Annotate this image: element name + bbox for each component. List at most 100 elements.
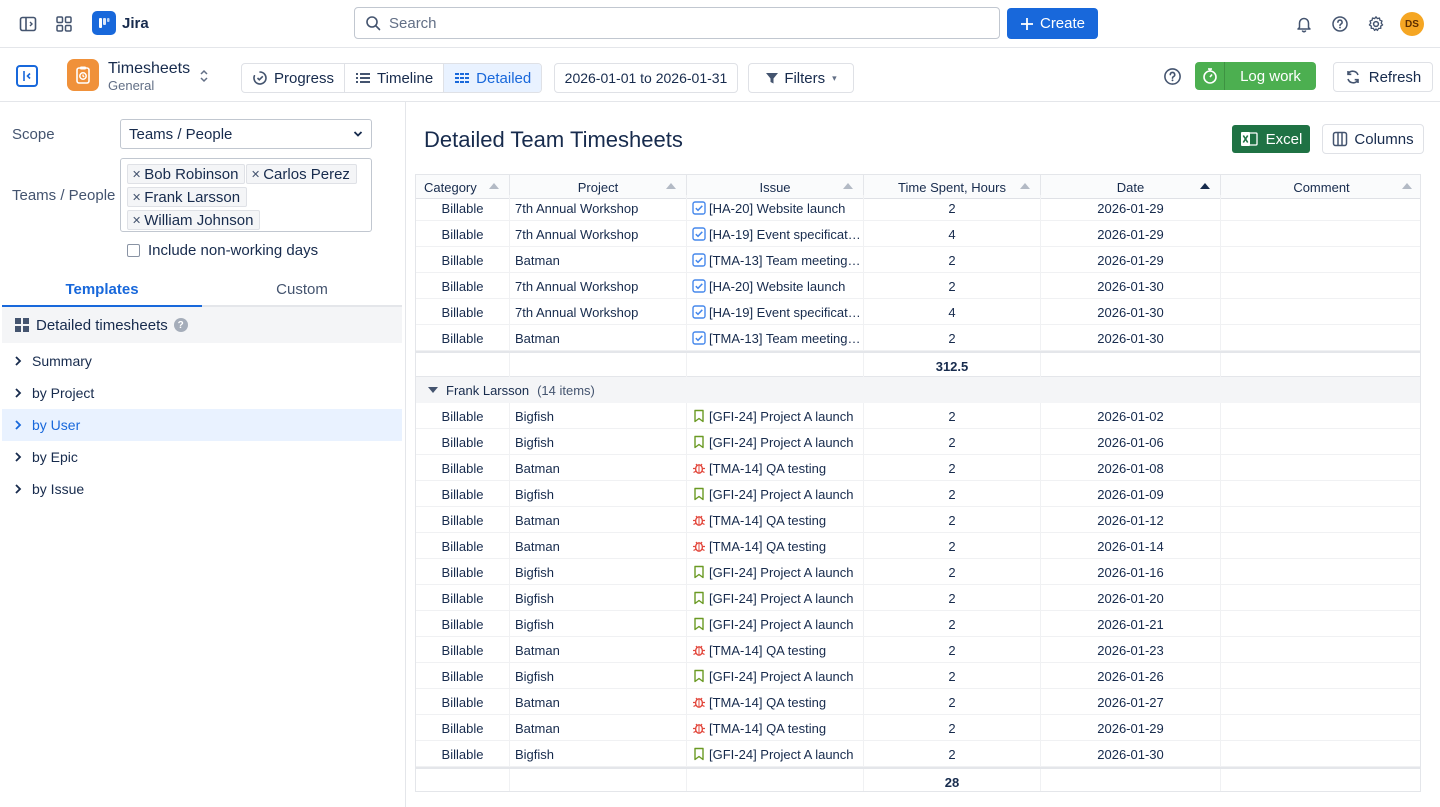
- issue-cell[interactable]: [TMA-13] Team meeting ...: [687, 247, 864, 273]
- issue-link[interactable]: [TMA-14] QA testing: [709, 539, 826, 554]
- issue-cell[interactable]: [TMA-14] QA testing: [687, 533, 864, 559]
- table-row[interactable]: Billable Bigfish [GFI-24] Project A launch…: [416, 481, 1421, 507]
- table-row[interactable]: Billable Bigfish [GFI-24] Project A launch…: [416, 741, 1421, 767]
- issue-cell[interactable]: [TMA-13] Team meeting ...: [687, 325, 864, 351]
- issue-link[interactable]: [GFI-24] Project A launch: [709, 409, 854, 424]
- group-row[interactable]: Frank Larsson (14 items): [416, 377, 1421, 403]
- issue-cell[interactable]: [TMA-14] QA testing: [687, 507, 864, 533]
- remove-icon[interactable]: ✕: [132, 168, 141, 181]
- table-row[interactable]: Billable Batman [TMA-14] QA testing 2 2026-0…: [416, 637, 1421, 663]
- expand-caret-icon[interactable]: [428, 387, 438, 393]
- table-row[interactable]: Billable Batman [TMA-14] QA testing 2 2026-0…: [416, 715, 1421, 741]
- app-switch-chevron-icon[interactable]: [198, 68, 210, 84]
- issue-link[interactable]: [GFI-24] Project A launch: [709, 435, 854, 450]
- refresh-button[interactable]: Refresh: [1333, 62, 1433, 92]
- person-chip[interactable]: ✕ Bob Robinson: [127, 164, 245, 184]
- person-chip[interactable]: ✕ William Johnson: [127, 210, 260, 230]
- filters-button[interactable]: Filters ▾: [748, 63, 854, 93]
- help-icon[interactable]: [1328, 12, 1352, 36]
- person-chip[interactable]: ✕ Frank Larsson: [127, 187, 247, 207]
- settings-gear-icon[interactable]: [1364, 12, 1388, 36]
- table-row[interactable]: Billable Batman [TMA-14] QA testing 2 2026-0…: [416, 689, 1421, 715]
- app-switcher-icon[interactable]: [52, 12, 76, 36]
- issue-link[interactable]: [TMA-14] QA testing: [709, 721, 826, 736]
- tab-detailed[interactable]: Detailed: [444, 64, 541, 92]
- issue-cell[interactable]: [GFI-24] Project A launch: [687, 663, 864, 689]
- issue-link[interactable]: [HA-19] Event specificati...: [709, 305, 861, 320]
- remove-icon[interactable]: ✕: [132, 191, 141, 204]
- issue-cell[interactable]: [TMA-14] QA testing: [687, 637, 864, 663]
- issue-cell[interactable]: [GFI-24] Project A launch: [687, 559, 864, 585]
- people-multiselect[interactable]: ✕ Bob Robinson ✕ Carlos Perez ✕ Frank Larss…: [120, 158, 372, 232]
- issue-cell[interactable]: [GFI-24] Project A launch: [687, 611, 864, 637]
- issue-cell[interactable]: [HA-20] Website launch: [687, 195, 864, 221]
- remove-icon[interactable]: ✕: [251, 168, 260, 181]
- issue-cell[interactable]: [HA-19] Event specificati...: [687, 221, 864, 247]
- issue-link[interactable]: [TMA-13] Team meeting ...: [709, 253, 861, 268]
- table-row[interactable]: Billable Batman [TMA-14] QA testing 2 2026-0…: [416, 533, 1421, 559]
- issue-link[interactable]: [GFI-24] Project A launch: [709, 591, 854, 606]
- tab-custom[interactable]: Custom: [202, 274, 402, 305]
- issue-cell[interactable]: [GFI-24] Project A launch: [687, 741, 864, 767]
- include-nonworking-row[interactable]: Include non-working days: [127, 242, 318, 259]
- tree-item-by-issue[interactable]: by Issue: [2, 473, 402, 505]
- issue-cell[interactable]: [TMA-14] QA testing: [687, 455, 864, 481]
- issue-cell[interactable]: [GFI-24] Project A launch: [687, 481, 864, 507]
- user-avatar[interactable]: DS: [1400, 12, 1424, 36]
- info-icon[interactable]: ?: [174, 318, 188, 332]
- issue-link[interactable]: [TMA-14] QA testing: [709, 643, 826, 658]
- jira-logo-icon[interactable]: [92, 11, 116, 35]
- table-row[interactable]: Billable Bigfish [GFI-24] Project A launch…: [416, 403, 1421, 429]
- tab-progress[interactable]: Progress: [242, 64, 345, 92]
- search-field[interactable]: [354, 7, 1000, 39]
- issue-link[interactable]: [TMA-14] QA testing: [709, 461, 826, 476]
- table-row[interactable]: Billable 7th Annual Workshop [HA-19] Event…: [416, 299, 1421, 325]
- tab-templates[interactable]: Templates: [2, 274, 202, 305]
- include-nonworking-checkbox[interactable]: [127, 244, 140, 257]
- tree-item-by-project[interactable]: by Project: [2, 377, 402, 409]
- table-row[interactable]: Billable 7th Annual Workshop [HA-19] Event…: [416, 221, 1421, 247]
- tab-timeline[interactable]: Timeline: [345, 64, 444, 92]
- columns-button[interactable]: Columns: [1322, 124, 1424, 154]
- issue-link[interactable]: [GFI-24] Project A launch: [709, 487, 854, 502]
- log-work-button[interactable]: Log work: [1195, 62, 1316, 90]
- table-row[interactable]: Billable Bigfish [GFI-24] Project A launch…: [416, 429, 1421, 455]
- search-input[interactable]: [389, 15, 969, 32]
- table-row[interactable]: Billable Batman [TMA-14] QA testing 2 2026-0…: [416, 507, 1421, 533]
- issue-link[interactable]: [GFI-24] Project A launch: [709, 617, 854, 632]
- issue-link[interactable]: [HA-19] Event specificati...: [709, 227, 861, 242]
- issue-link[interactable]: [GFI-24] Project A launch: [709, 669, 854, 684]
- table-row[interactable]: Billable Batman [TMA-13] Team meeting ... 2…: [416, 247, 1421, 273]
- collapse-panel-icon[interactable]: [16, 65, 38, 87]
- issue-link[interactable]: [HA-20] Website launch: [709, 279, 845, 294]
- issue-link[interactable]: [TMA-14] QA testing: [709, 513, 826, 528]
- issue-cell[interactable]: [GFI-24] Project A launch: [687, 585, 864, 611]
- table-row[interactable]: Billable Batman [TMA-14] QA testing 2 2026-0…: [416, 455, 1421, 481]
- person-chip[interactable]: ✕ Carlos Perez: [246, 164, 357, 184]
- issue-cell[interactable]: [HA-20] Website launch: [687, 273, 864, 299]
- sidebar-toggle-icon[interactable]: [16, 12, 40, 36]
- issue-cell[interactable]: [TMA-14] QA testing: [687, 715, 864, 741]
- table-row[interactable]: Billable Bigfish [GFI-24] Project A launch…: [416, 559, 1421, 585]
- brand-name[interactable]: Jira: [122, 15, 149, 32]
- table-row[interactable]: Billable Bigfish [GFI-24] Project A launch…: [416, 611, 1421, 637]
- issue-link[interactable]: [TMA-13] Team meeting ...: [709, 331, 861, 346]
- table-row[interactable]: Billable 7th Annual Workshop [HA-20] Websi…: [416, 273, 1421, 299]
- table-row[interactable]: Billable Bigfish [GFI-24] Project A launch…: [416, 585, 1421, 611]
- create-button[interactable]: Create: [1007, 8, 1098, 39]
- issue-cell[interactable]: [GFI-24] Project A launch: [687, 429, 864, 455]
- issue-cell[interactable]: [TMA-14] QA testing: [687, 689, 864, 715]
- issue-link[interactable]: [TMA-14] QA testing: [709, 695, 826, 710]
- issue-link[interactable]: [GFI-24] Project A launch: [709, 747, 854, 762]
- tree-item-summary[interactable]: Summary: [2, 345, 402, 377]
- issue-cell[interactable]: [HA-19] Event specificati...: [687, 299, 864, 325]
- issue-link[interactable]: [HA-20] Website launch: [709, 201, 845, 216]
- scope-select[interactable]: Teams / People: [120, 119, 372, 149]
- date-range-picker[interactable]: 2026-01-01 to 2026-01-31: [554, 63, 738, 93]
- notifications-icon[interactable]: [1292, 12, 1316, 36]
- table-row[interactable]: Billable Batman [TMA-13] Team meeting ... 2…: [416, 325, 1421, 351]
- help-circle-icon[interactable]: [1163, 67, 1182, 86]
- table-row[interactable]: Billable 7th Annual Workshop [HA-20] Websi…: [416, 195, 1421, 221]
- excel-export-button[interactable]: Excel: [1232, 125, 1310, 153]
- tree-item-by-user[interactable]: by User: [2, 409, 402, 441]
